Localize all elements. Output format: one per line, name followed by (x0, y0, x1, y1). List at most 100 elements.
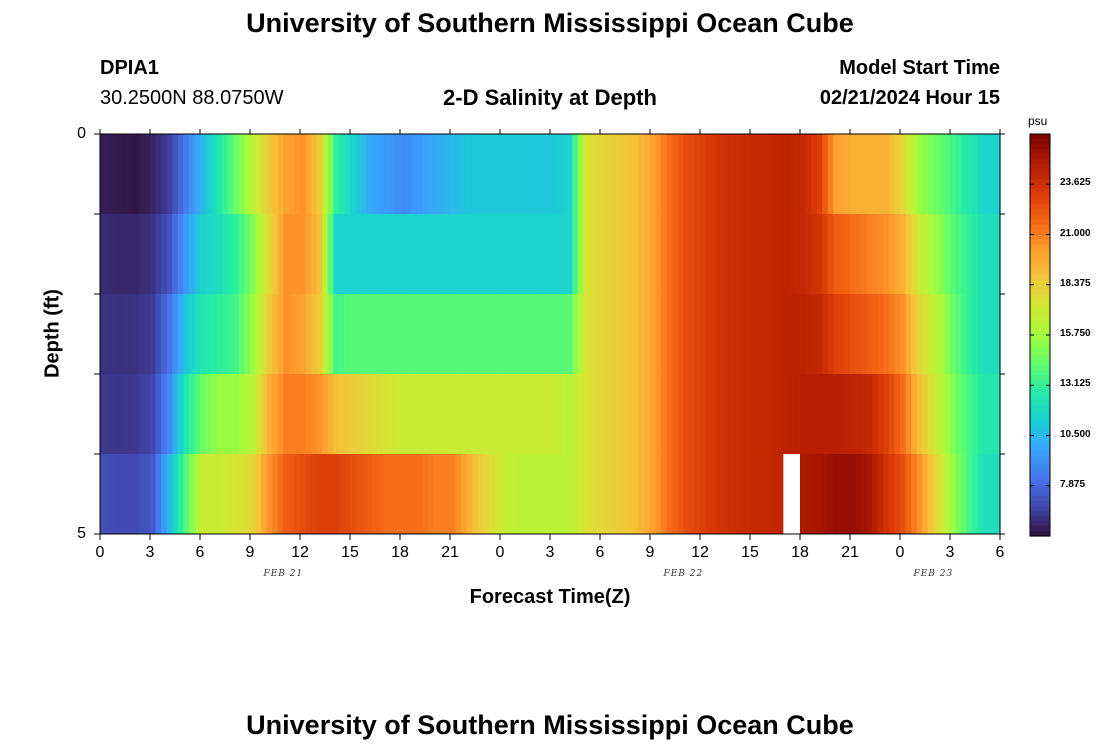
heatmap-cell (966, 454, 973, 535)
heatmap-cell (255, 374, 262, 455)
heatmap-cell (527, 214, 534, 295)
heatmap-cell (922, 454, 929, 535)
heatmap-cell (700, 294, 707, 375)
heatmap-cell (788, 374, 796, 455)
heatmap-cell (983, 374, 990, 455)
heatmap-cell (444, 294, 451, 375)
heatmap-cell (183, 214, 190, 295)
heatmap-cell (272, 134, 279, 215)
heatmap-cell (277, 134, 284, 215)
heatmap-cell (900, 454, 907, 535)
heatmap-cell (427, 294, 434, 375)
heatmap-cell (272, 454, 279, 535)
heatmap-cell (661, 454, 668, 535)
heatmap-cell (405, 214, 412, 295)
heatmap-cell (938, 294, 946, 375)
heatmap-cell (466, 134, 473, 215)
heatmap-cell (183, 134, 190, 215)
colorbar-segment (1030, 420, 1050, 427)
heatmap-cell (600, 454, 607, 535)
heatmap-cell (777, 454, 784, 535)
heatmap-cell (483, 454, 490, 535)
colorbar-tick-label: 13.125 (1060, 378, 1091, 390)
colorbar-segment (1030, 199, 1050, 205)
colorbar-segment (1030, 515, 1050, 522)
heatmap-cell (850, 134, 857, 215)
heatmap-cell (500, 134, 507, 215)
colorbar-segment (1030, 505, 1050, 512)
heatmap-cell (238, 454, 246, 535)
heatmap-cell (950, 294, 957, 375)
heatmap-cell (955, 294, 962, 375)
heatmap-cell (177, 134, 184, 215)
heatmap-cell (605, 214, 612, 295)
colorbar-segment (1030, 269, 1050, 276)
heatmap-cell (722, 214, 729, 295)
heatmap-cell (305, 214, 312, 295)
heatmap-cell (516, 374, 523, 455)
heatmap-cell (483, 294, 490, 375)
heatmap-cell (938, 134, 946, 215)
heatmap-cell (888, 214, 896, 295)
colorbar-segment (1030, 355, 1050, 361)
colorbar-segment (1030, 510, 1050, 517)
heatmap-cell (861, 214, 868, 295)
colorbar-segment (1030, 480, 1050, 487)
heatmap-cell (222, 374, 229, 455)
heatmap-cell (972, 374, 979, 455)
x-tick-label: 21 (841, 544, 859, 561)
heatmap-cell (855, 374, 862, 455)
heatmap-cell (538, 214, 546, 295)
heatmap-cell (738, 214, 746, 295)
heatmap-cell (916, 294, 923, 375)
heatmap-cell (800, 374, 807, 455)
heatmap-cell (316, 134, 323, 215)
heatmap-cell (250, 134, 257, 215)
heatmap-cell (322, 454, 329, 535)
heatmap-cell (211, 374, 218, 455)
heatmap-cell (544, 294, 551, 375)
heatmap-cell (955, 454, 962, 535)
heatmap-cell (672, 374, 679, 455)
heatmap-cell (494, 134, 501, 215)
heatmap-cell (350, 294, 357, 375)
heatmap-cell (861, 134, 868, 215)
heatmap-cell (572, 134, 579, 215)
colorbar-segment (1030, 209, 1050, 216)
colorbar-segment (1030, 319, 1050, 326)
colorbar-segment (1030, 405, 1050, 411)
heatmap-cell (683, 454, 690, 535)
heatmap-cell (972, 214, 979, 295)
heatmap-cell (272, 374, 279, 455)
heatmap-cell (355, 214, 362, 295)
heatmap-cell (950, 374, 957, 455)
heatmap-cell (188, 294, 196, 375)
heatmap-cell (961, 294, 968, 375)
heatmap-cell (772, 454, 779, 535)
heatmap-cell (683, 214, 690, 295)
heatmap-cell (288, 294, 296, 375)
heatmap-cell (550, 294, 557, 375)
heatmap-cell (850, 374, 857, 455)
heatmap-cell (161, 454, 168, 535)
heatmap-cell (444, 374, 451, 455)
heatmap-cell (150, 214, 157, 295)
heatmap-cell (766, 134, 773, 215)
heatmap-cell (766, 374, 773, 455)
heatmap-cell (111, 134, 118, 215)
heatmap-cell (738, 374, 746, 455)
heatmap-cell (166, 454, 173, 535)
heatmap-cell (761, 134, 768, 215)
heatmap-cell (416, 374, 423, 455)
heatmap-cell (366, 374, 373, 455)
heatmap-cell (427, 134, 434, 215)
heatmap-cell (850, 294, 857, 375)
x-tick-label: 9 (645, 544, 655, 561)
colorbar-tick-label: 10.500 (1060, 428, 1091, 440)
heatmap-cell (377, 214, 384, 295)
heatmap-cell (638, 374, 646, 455)
heatmap-cell (188, 214, 196, 295)
heatmap-cell (750, 294, 757, 375)
heatmap-cell (644, 214, 651, 295)
colorbar-tick-label: 23.625 (1060, 177, 1091, 189)
